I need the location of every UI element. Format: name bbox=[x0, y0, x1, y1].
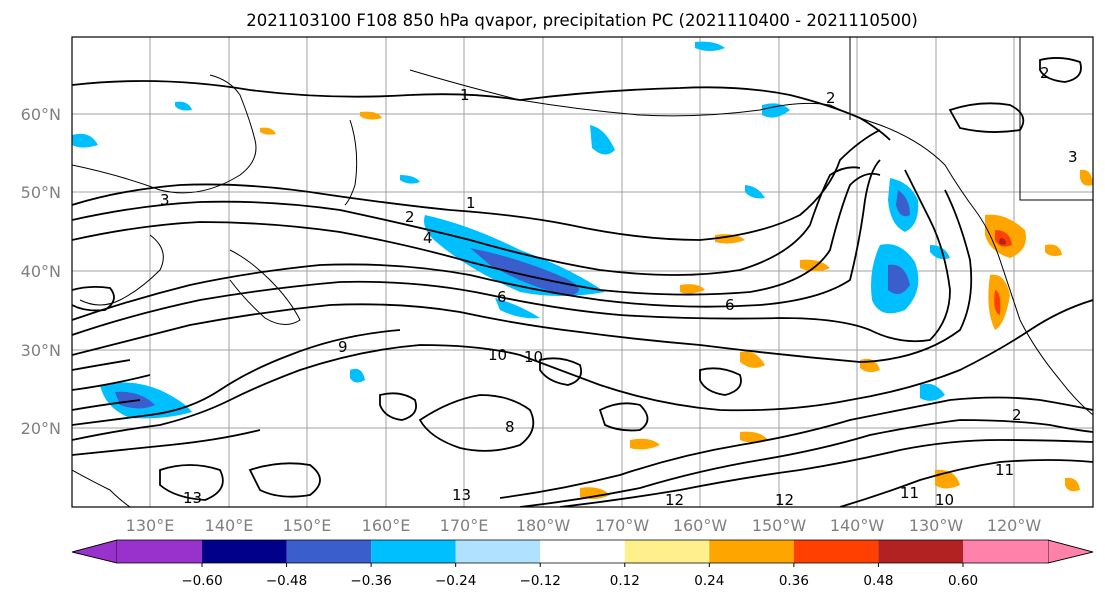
colorbar-segment bbox=[371, 540, 456, 563]
colorbar-segment bbox=[540, 540, 625, 563]
contour-label: 1 bbox=[460, 86, 470, 104]
contour-label: 2 bbox=[405, 208, 415, 226]
figure-title: 2021103100 F108 850 hPa qvapor, precipit… bbox=[246, 11, 918, 30]
contour-labels: 1 1 2 2 2 3 4 6 6 8 9 10 10 12 13 13 11 … bbox=[160, 64, 1078, 509]
colorbar: −0.60 −0.48 −0.36 −0.24 −0.12 0.12 0.24 0.36 0.4… bbox=[71, 539, 1094, 589]
gridlines bbox=[72, 37, 1093, 507]
colorbar-segment bbox=[202, 540, 287, 563]
lon-label: 140°W bbox=[830, 516, 885, 535]
lon-label: 160°E bbox=[362, 516, 411, 535]
contour-label: 11 bbox=[900, 484, 919, 502]
contour-label: 2 bbox=[826, 89, 836, 107]
contour-label: 10 bbox=[935, 491, 954, 509]
precip-negative-shading bbox=[72, 41, 950, 419]
lat-label: 30°N bbox=[21, 341, 61, 360]
colorbar-segment bbox=[793, 540, 879, 563]
colorbar-segment bbox=[455, 540, 541, 563]
colorbar-segment bbox=[963, 540, 1048, 563]
lon-label: 120°W bbox=[987, 516, 1042, 535]
map-frame bbox=[71, 36, 1094, 508]
contour-label: 6 bbox=[497, 288, 507, 306]
qvapor-contours bbox=[72, 57, 1093, 507]
map-background bbox=[72, 37, 1093, 507]
contour-label: 1 bbox=[466, 194, 476, 212]
longitude-labels: 130°E 140°E 150°E 160°E 170°E 180°W 170°… bbox=[126, 516, 1042, 535]
colorbar-tick-label: 0.12 bbox=[610, 573, 640, 589]
lat-label: 20°N bbox=[21, 419, 61, 438]
lon-label: 130°W bbox=[909, 516, 964, 535]
lon-label: 140°E bbox=[205, 516, 254, 535]
contour-label: 11 bbox=[995, 461, 1014, 479]
lat-label: 60°N bbox=[21, 105, 61, 124]
lon-label: 150°E bbox=[283, 516, 332, 535]
coastlines bbox=[72, 37, 1093, 507]
colorbar-segments bbox=[71, 539, 1094, 564]
colorbar-tick-label: −0.24 bbox=[435, 573, 476, 589]
contour-label: 8 bbox=[505, 418, 515, 436]
lon-label: 170°E bbox=[440, 516, 489, 535]
lon-label: 180°W bbox=[516, 516, 571, 535]
contour-label: 3 bbox=[1068, 148, 1078, 166]
colorbar-tick-label: −0.36 bbox=[350, 573, 391, 589]
contour-label: 13 bbox=[452, 486, 471, 504]
colorbar-outline bbox=[71, 539, 1094, 564]
lon-label: 170°W bbox=[595, 516, 650, 535]
colorbar-tick-label: 0.60 bbox=[948, 573, 978, 589]
contour-label: 2 bbox=[1040, 64, 1050, 82]
latitude-labels: 60°N 50°N 40°N 30°N 20°N bbox=[21, 105, 61, 438]
colorbar-right-extension bbox=[1047, 539, 1094, 564]
colorbar-segment bbox=[117, 540, 202, 563]
colorbar-segment bbox=[286, 540, 372, 563]
contour-label: 12 bbox=[665, 491, 684, 509]
colorbar-segment bbox=[624, 540, 710, 563]
lat-label: 50°N bbox=[21, 183, 61, 202]
contour-label: 6 bbox=[725, 296, 735, 314]
colorbar-tick-label: 0.36 bbox=[779, 573, 809, 589]
contour-label: 12 bbox=[775, 491, 794, 509]
contour-label: 13 bbox=[183, 489, 202, 507]
colorbar-segment bbox=[878, 540, 963, 563]
lon-label: 150°W bbox=[752, 516, 807, 535]
colorbar-tick-label: 0.24 bbox=[694, 573, 724, 589]
contour-label: 10 bbox=[524, 348, 543, 366]
colorbar-tick-label: 0.48 bbox=[863, 573, 893, 589]
contour-label: 3 bbox=[160, 191, 170, 209]
colorbar-segment bbox=[709, 540, 794, 563]
contour-label: 10 bbox=[488, 346, 507, 364]
lon-label: 160°W bbox=[673, 516, 728, 535]
lon-label: 130°E bbox=[126, 516, 175, 535]
colorbar-tick-label: −0.12 bbox=[520, 573, 561, 589]
colorbar-tick-label: −0.60 bbox=[181, 573, 222, 589]
contour-label: 4 bbox=[423, 229, 433, 247]
map-panel: 1 1 2 2 2 3 4 6 6 8 9 10 10 12 13 13 11 … bbox=[71, 36, 1094, 509]
colorbar-tick-label: −0.48 bbox=[266, 573, 307, 589]
contour-label: 2 bbox=[1012, 406, 1022, 424]
colorbar-left-extension bbox=[71, 539, 118, 564]
colorbar-ticks: −0.60 −0.48 −0.36 −0.24 −0.12 0.12 0.24 0.36 0.4… bbox=[181, 563, 978, 589]
lat-label: 40°N bbox=[21, 262, 61, 281]
contour-label: 9 bbox=[338, 338, 348, 356]
